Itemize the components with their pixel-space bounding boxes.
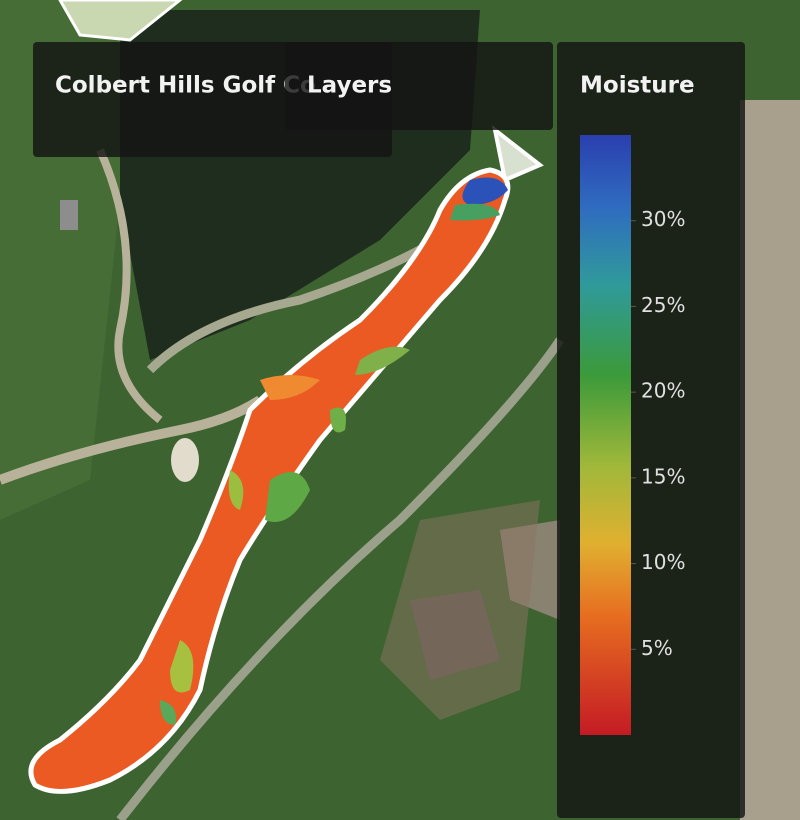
legend-tick-label: 25%	[641, 293, 685, 317]
fairway-moisture-overlay	[28, 125, 544, 794]
legend-tick-label: 5%	[641, 636, 673, 660]
legend-title: Moisture	[580, 73, 695, 99]
legend-tick-label: 10%	[641, 550, 685, 574]
legend-panel: Moisture 30% 25% 20% 15% 10% 5%	[557, 42, 745, 818]
layers-title[interactable]: Layers	[307, 73, 392, 99]
layers-panel[interactable]: Layers	[285, 42, 553, 130]
legend-tick-label: 20%	[641, 379, 685, 403]
legend-tick-label: 30%	[641, 207, 685, 231]
color-bar	[580, 135, 631, 735]
map-title: Colbert Hills Golf Co	[55, 73, 316, 99]
legend-tick-label: 15%	[641, 464, 685, 488]
